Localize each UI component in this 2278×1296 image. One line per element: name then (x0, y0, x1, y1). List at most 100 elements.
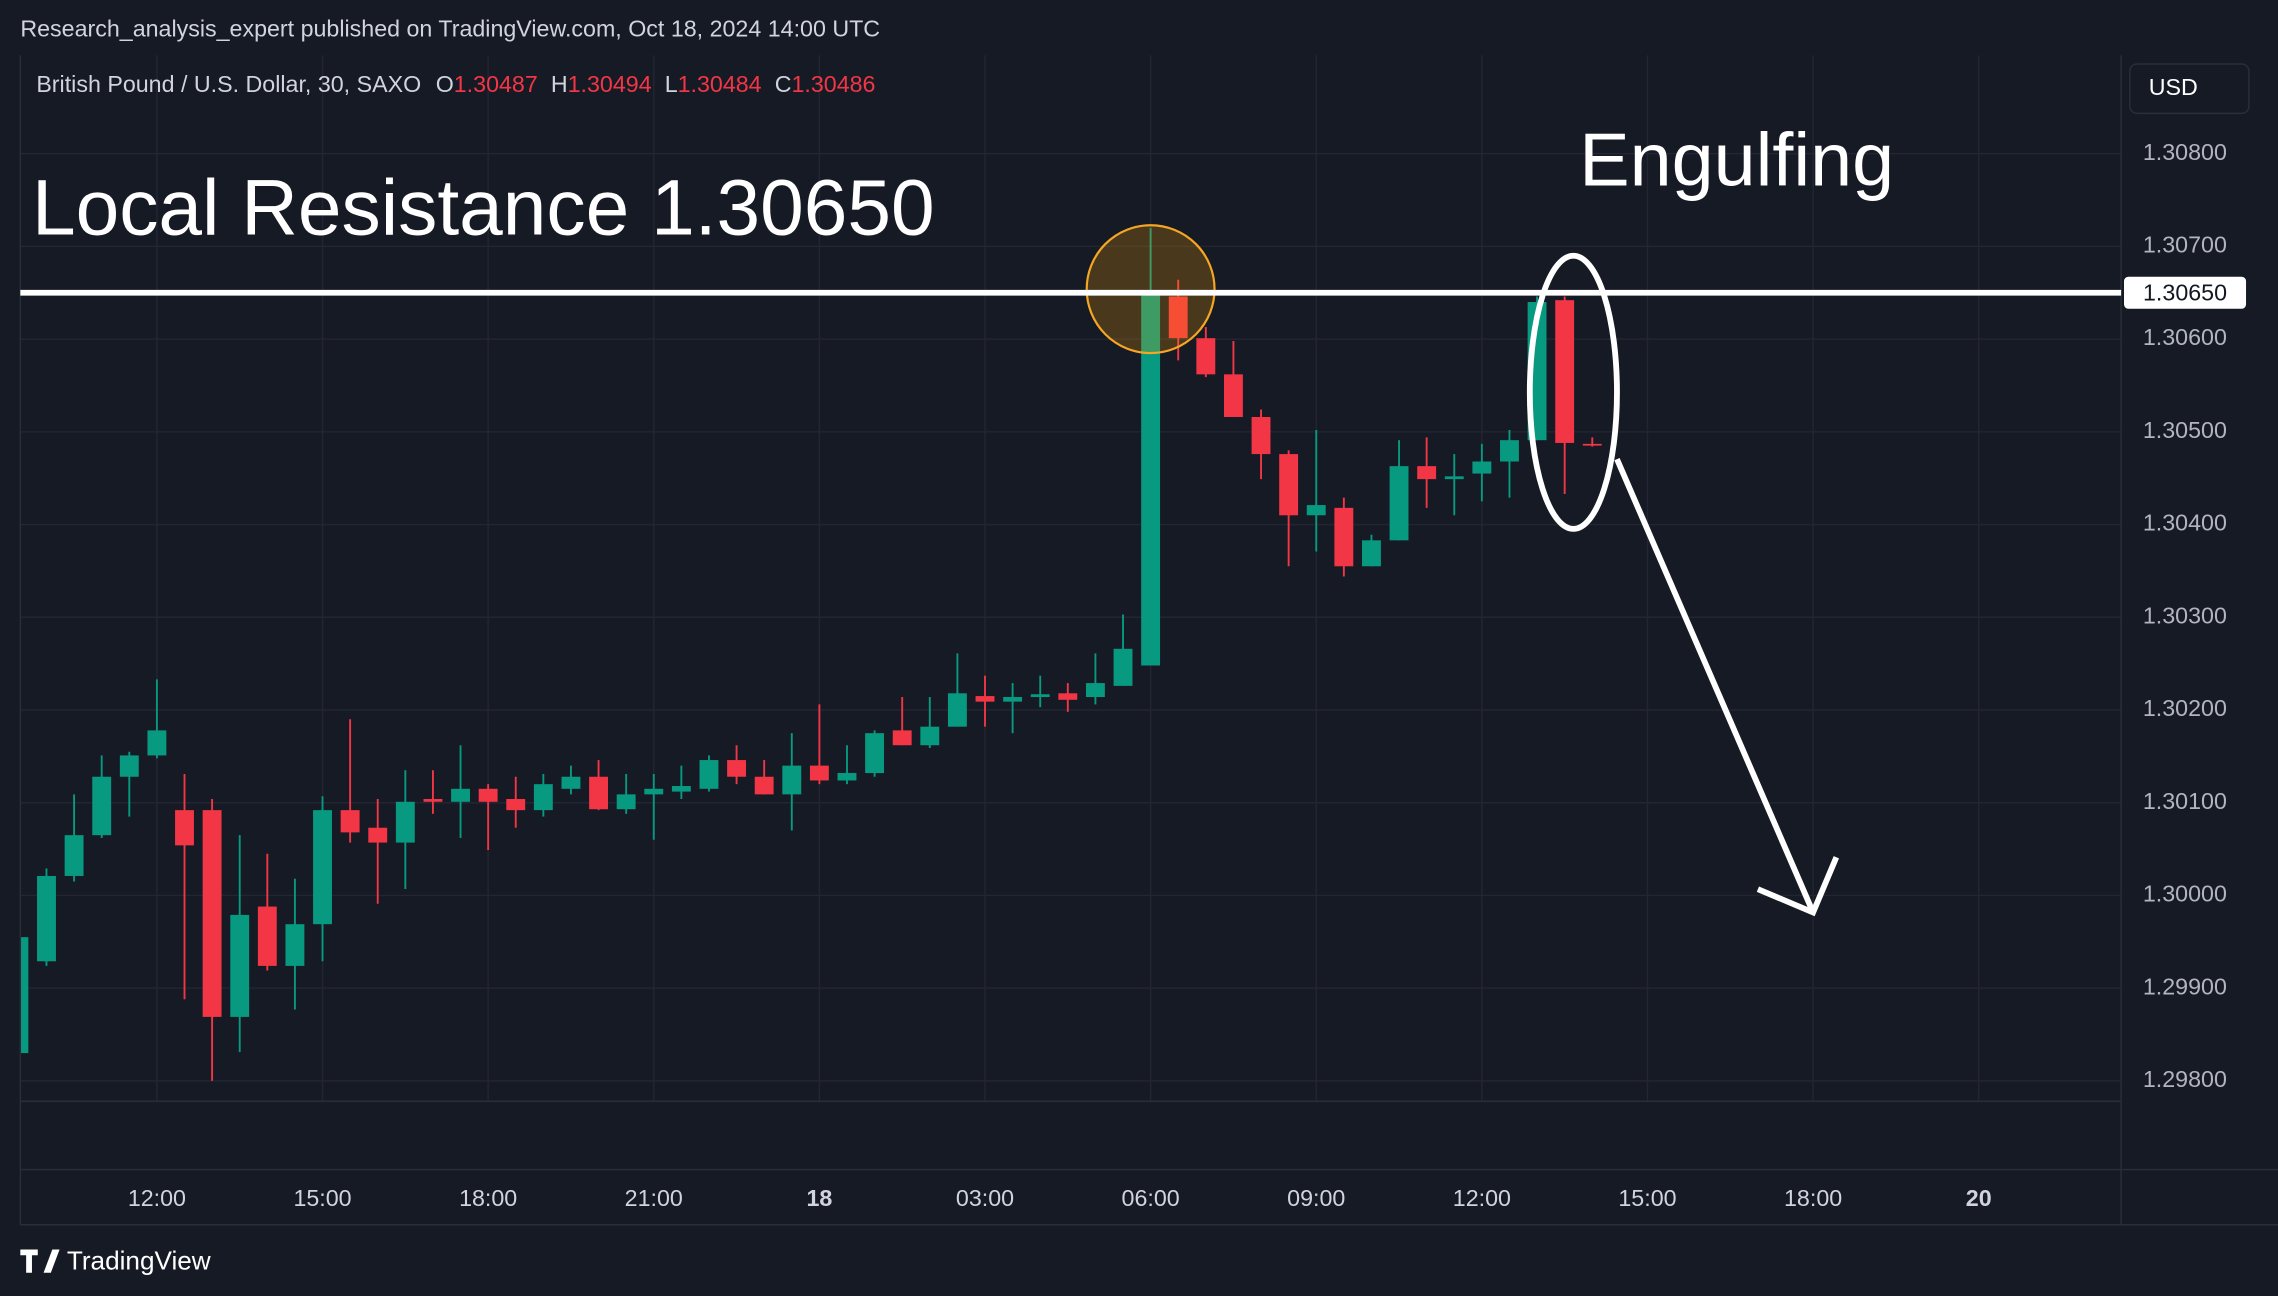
highlight-ellipse (1526, 252, 1620, 532)
candle-body (1582, 443, 1602, 446)
highlight-circle (1085, 224, 1216, 355)
x-tick-label: 09:00 (1287, 1185, 1345, 1211)
y-tick-label: 1.30500 (2143, 417, 2227, 443)
candle-body (920, 726, 940, 746)
ohlc-value: 1.30487 (454, 71, 538, 97)
candle-body (699, 760, 719, 789)
ohlc-key: O (436, 71, 454, 97)
candle-body (1472, 461, 1492, 474)
candle-body (782, 765, 802, 795)
y-tick-label: 1.30800 (2143, 139, 2227, 165)
candle-body (175, 810, 194, 846)
candle-body (1085, 683, 1105, 698)
candle-body (423, 799, 443, 802)
candle-body (1279, 454, 1299, 516)
candle-body (892, 730, 912, 746)
ohlc-value: 1.30494 (568, 71, 652, 97)
x-tick-label: 15:00 (1618, 1185, 1676, 1211)
candle-body (1389, 466, 1409, 541)
candle-body (20, 937, 29, 1054)
candle-body (1003, 697, 1023, 702)
candle-body (1113, 648, 1133, 686)
candle-body (837, 773, 857, 781)
candle-body (589, 776, 608, 810)
x-tick-label: 15:00 (293, 1185, 351, 1211)
candle-body (147, 730, 167, 756)
candle-body (644, 788, 664, 795)
candle-body (478, 788, 498, 802)
annotation: Engulfing (1579, 119, 1894, 203)
y-tick-label: 1.30600 (2143, 324, 2227, 350)
candle-body (1417, 466, 1437, 480)
y-tick-label: 1.29800 (2143, 1066, 2227, 1092)
logo-text: TradingView (67, 1245, 211, 1275)
candle-body (1334, 507, 1354, 567)
currency-button[interactable] (2129, 63, 2250, 115)
candle-body (1362, 540, 1381, 567)
candle-body (37, 875, 56, 962)
arrow (1614, 457, 1840, 917)
logo-icon (20, 1249, 60, 1273)
candle-body (1555, 300, 1575, 443)
candle-body (1058, 693, 1078, 700)
candle-body (1500, 440, 1519, 462)
y-tick-label: 1.30100 (2143, 788, 2227, 814)
price-label-box (2124, 276, 2247, 309)
y-tick-label: 1.30300 (2143, 602, 2227, 628)
candle-body (727, 760, 747, 777)
candle-body (616, 794, 636, 810)
candle-body (1196, 338, 1216, 375)
candle-body (230, 914, 250, 1017)
y-tick-label: 1.30400 (2143, 510, 2227, 536)
candle-body (1444, 476, 1464, 480)
annotation: Local Resistance 1.30650 (32, 163, 935, 251)
candle-body (285, 924, 305, 966)
symbol: British Pound / U.S. Dollar, 30, SAXO (36, 71, 421, 97)
candle-body (809, 765, 829, 781)
candle-body (561, 776, 581, 789)
plot (20, 227, 1602, 1081)
y-tick-label: 1.30700 (2143, 232, 2227, 258)
y-tick-label: 1.30200 (2143, 695, 2227, 721)
candle-body (1141, 292, 1161, 666)
candle-body (451, 788, 470, 802)
candle-body (257, 906, 277, 966)
candle-body (119, 755, 139, 777)
ohlc-value: 1.30486 (791, 71, 875, 97)
ohlc-key: C (775, 71, 792, 97)
candle-body (1168, 296, 1188, 339)
x-tick-label: 12:00 (1453, 1185, 1511, 1211)
candle-body (754, 776, 774, 795)
candle-body (395, 801, 415, 843)
x-tick-label: 18:00 (459, 1185, 517, 1211)
ohlc-value: 1.30484 (678, 71, 762, 97)
candle-body (64, 835, 84, 876)
candle-body (671, 786, 691, 792)
grid (20, 55, 2122, 1102)
price-label: 1.30650 (2143, 279, 2227, 305)
candle-body (975, 696, 995, 702)
x-tick-label: 18 (806, 1185, 832, 1211)
currency: USD (2149, 74, 2198, 100)
x-tick-label: 06:00 (1122, 1185, 1180, 1211)
x-tick-label: 03:00 (956, 1185, 1014, 1211)
candle-body (368, 827, 388, 843)
x-tick-label: 12:00 (128, 1185, 186, 1211)
candle-body (533, 784, 553, 811)
logo: TradingView (20, 1245, 211, 1275)
x-tick-label: 18:00 (1784, 1185, 1842, 1211)
candle-body (1030, 694, 1050, 698)
publish-info: Research_analysis_expert published on Tr… (20, 16, 880, 42)
candle-body (1251, 416, 1271, 455)
x-tick-label: 20 (1966, 1185, 1992, 1211)
candle-body (340, 810, 360, 833)
candle-body (92, 776, 112, 836)
ohlc-key: L (665, 71, 678, 97)
y-tick-label: 1.30000 (2143, 881, 2227, 907)
candle-body (202, 810, 222, 1017)
ohlc-legend: O 1.30487 H 1.30494 L 1.30484 C 1.30486 (436, 71, 876, 97)
ohlc-key: H (551, 71, 568, 97)
candle-body (506, 799, 526, 811)
